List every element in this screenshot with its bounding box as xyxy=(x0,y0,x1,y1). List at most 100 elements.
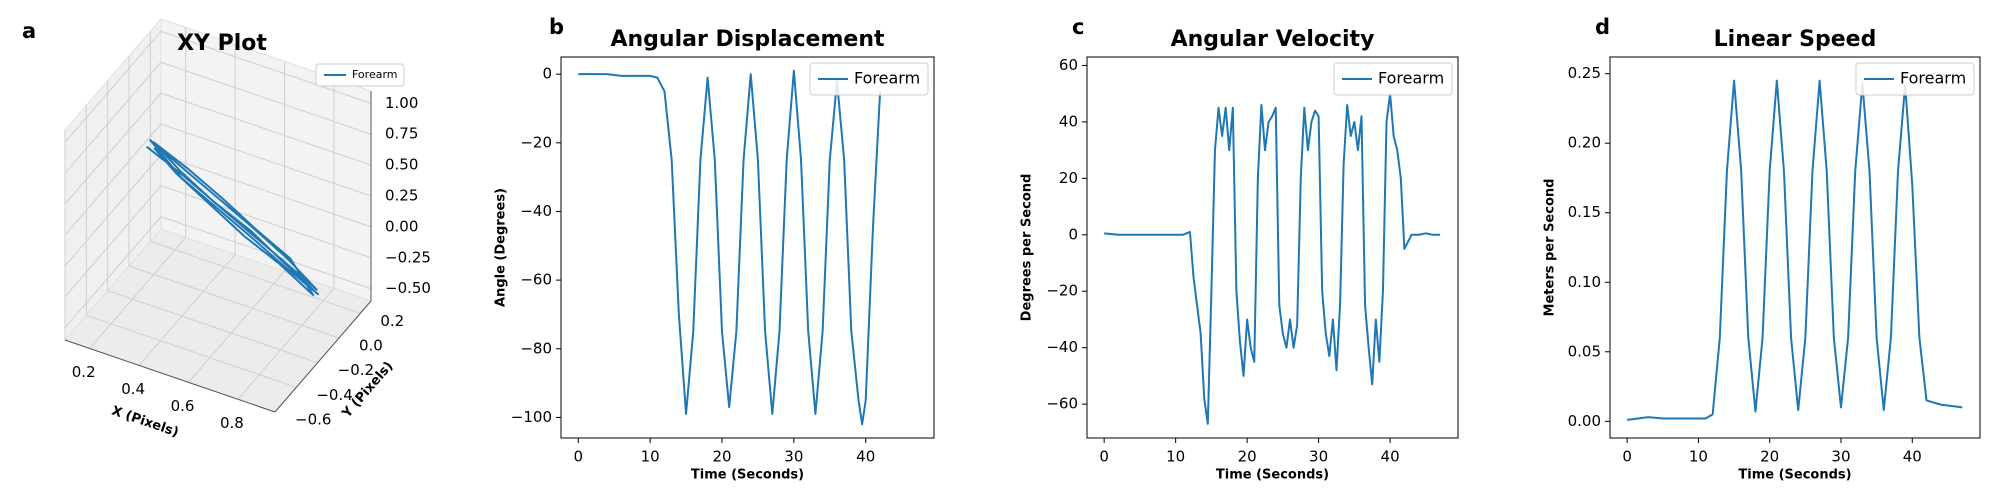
axes-frame xyxy=(560,56,935,439)
y-tick-label: 0.2 xyxy=(380,312,404,330)
y-tick-label: 60 xyxy=(1059,56,1078,74)
axes-frame xyxy=(1609,56,1981,439)
z-tick-label: 0.75 xyxy=(385,125,418,143)
x-tick-label: 0.8 xyxy=(220,414,244,432)
x-tick-label: 30 xyxy=(1309,448,1328,466)
legend-label: Forearm xyxy=(854,69,920,88)
x-tick-label: 20 xyxy=(1238,448,1257,466)
grid-line xyxy=(64,154,162,267)
z-tick-label: 0.00 xyxy=(385,217,418,235)
x-tick-label: 0.6 xyxy=(171,397,195,415)
grid-line xyxy=(128,265,340,339)
panel-label: b xyxy=(549,15,564,39)
y-tick-label: 0 xyxy=(1068,225,1078,243)
data-line xyxy=(146,139,320,296)
y-tick-label: 20 xyxy=(1059,169,1078,187)
legend-label: Forearm xyxy=(1378,69,1444,88)
y-tick-label: −60 xyxy=(520,271,552,289)
x-tick-label: 20 xyxy=(712,448,731,466)
x-tick-label: 0.4 xyxy=(121,380,145,398)
grid-line xyxy=(64,123,162,236)
y-tick-label: −20 xyxy=(520,133,552,151)
legend-box xyxy=(1333,62,1453,96)
legend-box xyxy=(315,63,405,87)
legend-box xyxy=(809,62,929,96)
z-tick-label: 1.00 xyxy=(385,94,418,112)
grid-line xyxy=(138,254,236,366)
grid-line xyxy=(107,290,318,364)
legend-box xyxy=(1855,62,1975,96)
x-tick-label: 10 xyxy=(641,448,660,466)
y-tick-label: 0 xyxy=(542,65,552,83)
grid-line xyxy=(160,92,372,166)
grid-line xyxy=(188,271,285,383)
z-tick-label: −0.25 xyxy=(385,248,431,266)
y-tick-label: −0.6 xyxy=(295,411,331,429)
data-line xyxy=(1626,79,1963,421)
chart-title: Angular Velocity xyxy=(1171,27,1375,52)
grid-line xyxy=(64,61,162,174)
x-axis-label: Time (Seconds) xyxy=(1216,468,1329,483)
y-tick-label: 0.0 xyxy=(359,337,383,355)
x-axis-label: Time (Seconds) xyxy=(1738,468,1851,483)
x-tick-label: 30 xyxy=(1831,448,1850,466)
y-tick-label: −80 xyxy=(520,339,552,357)
x-tick-label: 40 xyxy=(856,448,875,466)
z-tick-label: −0.50 xyxy=(385,279,431,297)
y-tick-label: 0.20 xyxy=(1568,134,1601,152)
y-tick-label: −0.2 xyxy=(338,361,374,379)
y-tick-label: 0.25 xyxy=(1568,64,1601,82)
grid-line xyxy=(160,123,372,197)
x-tick-label: 10 xyxy=(1689,448,1708,466)
x-tick-label: 30 xyxy=(784,448,803,466)
x-axis-line xyxy=(64,339,276,413)
legend-label: Forearm xyxy=(1900,69,1966,88)
y-tick-label: −60 xyxy=(1046,395,1078,413)
grid-line xyxy=(89,237,187,349)
panel-label: d xyxy=(1595,15,1610,39)
grid-line xyxy=(64,31,162,143)
y-tick-label: −100 xyxy=(511,408,552,426)
y-tick-label: 0.15 xyxy=(1568,203,1601,221)
y-tick-label: 0.00 xyxy=(1568,412,1601,430)
chart-title: Angular Displacement xyxy=(610,27,884,52)
z-tick-label: 0.25 xyxy=(385,187,418,205)
grid-line xyxy=(64,185,162,298)
data-line xyxy=(578,69,882,426)
y-tick-label: −40 xyxy=(1046,338,1078,356)
y-tick-label: 40 xyxy=(1059,112,1078,130)
y-tick-label: −0.4 xyxy=(316,386,352,404)
x-axis-label: Time (Seconds) xyxy=(691,468,804,483)
legend-label: Forearm xyxy=(352,68,398,81)
y-axis-label: Degrees per Second xyxy=(1020,174,1035,322)
x-tick-label: 20 xyxy=(1760,448,1779,466)
z-tick-label: 0.50 xyxy=(385,156,418,174)
y-tick-label: 0.05 xyxy=(1568,342,1601,360)
chart-title: XY Plot xyxy=(177,31,267,56)
grid-line xyxy=(160,30,372,104)
y-axis-label: Meters per Second xyxy=(1543,179,1558,317)
y-axis-label: Angle (Degrees) xyxy=(494,188,509,307)
data-line xyxy=(1104,92,1441,425)
x-tick-label: 40 xyxy=(1903,448,1922,466)
x-tick-label: 0 xyxy=(1622,448,1632,466)
grid-line xyxy=(160,185,372,259)
grid-line xyxy=(160,61,372,135)
grid-line xyxy=(237,287,335,400)
panel-label: c xyxy=(1072,15,1084,39)
panel-label: a xyxy=(22,19,36,43)
x-tick-label: 0 xyxy=(573,448,583,466)
grid-line xyxy=(64,92,162,205)
grid-line xyxy=(160,154,372,228)
x-tick-label: 0.2 xyxy=(72,363,96,381)
y-tick-label: −40 xyxy=(520,202,552,220)
x-tick-label: 10 xyxy=(1166,448,1185,466)
grid-line xyxy=(150,240,361,314)
x-tick-label: 40 xyxy=(1381,448,1400,466)
grid-line xyxy=(64,216,162,328)
grid-line xyxy=(86,314,297,388)
y-tick-label: 0.10 xyxy=(1568,273,1601,291)
x-tick-label: 0 xyxy=(1099,448,1109,466)
chart-title: Linear Speed xyxy=(1714,27,1877,52)
